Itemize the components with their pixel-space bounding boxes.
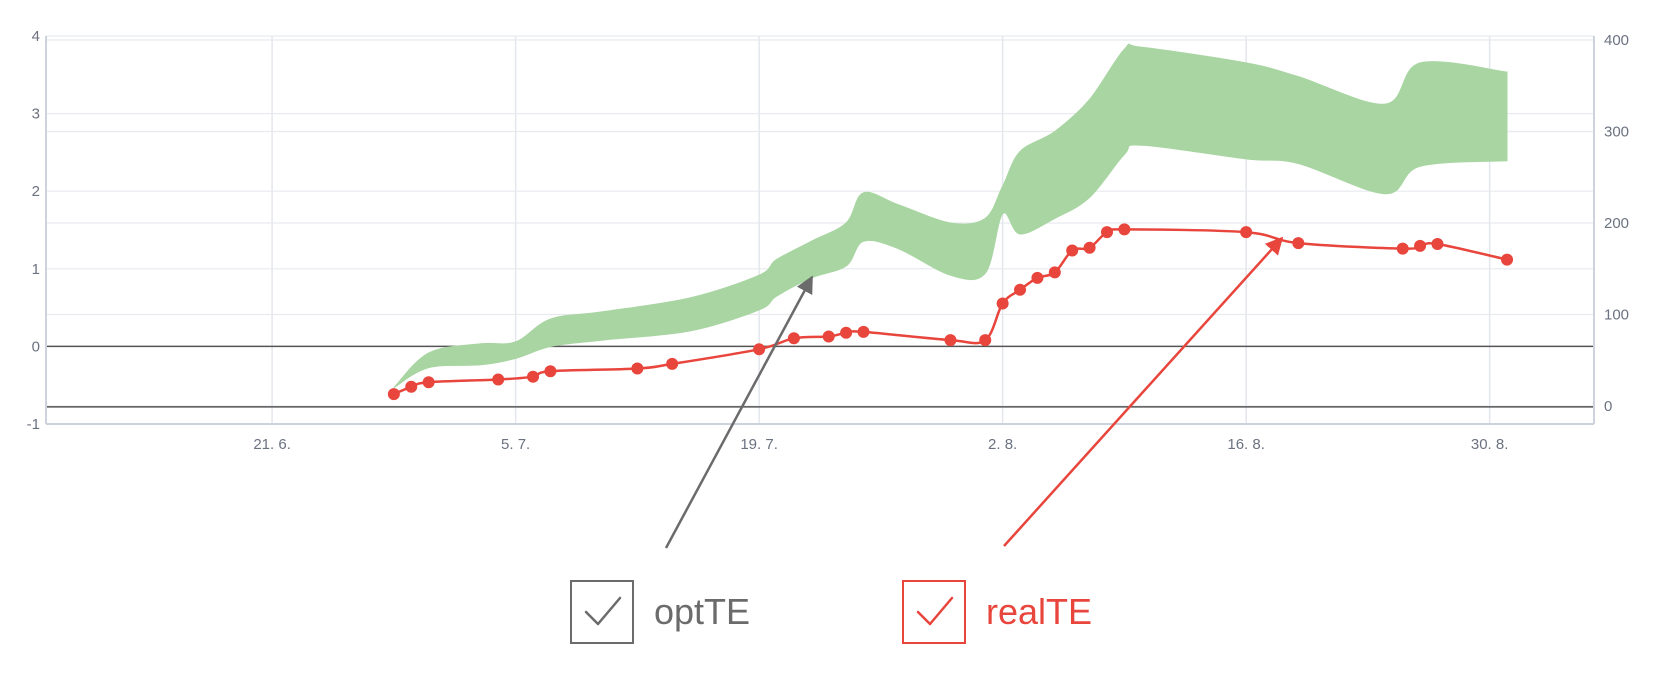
opt-te-checkbox[interactable]	[570, 580, 634, 644]
checkmark-icon	[916, 596, 954, 626]
y-left-tick-label: 4	[32, 28, 40, 45]
x-tick-label: 5. 7.	[501, 436, 530, 453]
real-te-point	[1414, 239, 1427, 252]
y-right-tick-label: 300	[1604, 124, 1629, 141]
real-te-points	[387, 223, 1514, 401]
y-left-tick-label: 2	[32, 183, 40, 200]
real-te-checkbox[interactable]	[902, 580, 966, 644]
real-te-point	[405, 380, 418, 393]
opt-te-label: optTE	[654, 591, 751, 632]
annotation-arrows	[664, 236, 1284, 549]
x-tick-label: 21. 6.	[253, 436, 291, 453]
real-te-point	[1048, 266, 1061, 279]
axes	[45, 36, 1595, 425]
real-te-point	[631, 362, 644, 375]
real-te-point	[1031, 271, 1044, 284]
opt-te-range-area	[393, 43, 1508, 389]
y-left-tick-label: 0	[32, 338, 40, 355]
y-right-tick-label: 100	[1604, 307, 1629, 324]
legend-item-opt-te[interactable]: optTE	[570, 578, 750, 646]
real-te-point	[1292, 237, 1305, 250]
checkmark-icon	[584, 596, 622, 626]
real-te-point	[1118, 223, 1131, 236]
real-te-point	[857, 325, 870, 338]
y-right-tick-label: 0	[1604, 398, 1612, 415]
real-te-point	[840, 326, 853, 339]
y-left-tick-label: -1	[27, 416, 40, 433]
real-te-point	[996, 297, 1009, 310]
y-left-tick-label: 3	[32, 106, 40, 123]
real-te-point	[1083, 241, 1096, 254]
real-te-point	[1501, 253, 1514, 266]
arrow-to-real-te	[1003, 236, 1284, 547]
real-te-point	[387, 388, 400, 401]
real-te-point	[544, 365, 557, 378]
opt-te-area	[393, 43, 1508, 389]
x-tick-label: 2. 8.	[988, 436, 1017, 453]
real-te-point	[666, 357, 679, 370]
real-te-label: realTE	[986, 591, 1093, 632]
real-te-point	[753, 343, 766, 356]
x-tick-label: 19. 7.	[740, 436, 778, 453]
y-left-tick-label: 1	[32, 261, 40, 278]
arrow-to-opt-te	[664, 275, 814, 549]
reference-lines	[46, 345, 1594, 408]
real-te-point	[1431, 238, 1444, 251]
grid	[46, 35, 1594, 425]
real-te-point	[822, 330, 835, 343]
real-te-point	[1240, 226, 1253, 239]
real-te-point	[787, 332, 800, 345]
y-right-tick-label: 200	[1604, 215, 1629, 232]
real-te-point	[944, 334, 957, 347]
real-te-point	[1100, 226, 1113, 239]
real-te-point	[492, 373, 505, 386]
legend-item-real-te[interactable]: realTE	[902, 578, 1092, 646]
real-te-point	[979, 334, 992, 347]
real-te-point	[1066, 244, 1079, 257]
x-tick-label: 30. 8.	[1471, 436, 1509, 453]
real-te-point	[527, 370, 540, 383]
real-te-point	[422, 376, 435, 389]
tick-labels: 21. 6. 5. 7. 19. 7. 2. 8. 16. 8. 30. 8. -1 0 1 2 3…	[27, 28, 1629, 453]
real-te-point	[1014, 283, 1027, 296]
x-tick-label: 16. 8.	[1227, 436, 1265, 453]
y-right-tick-label: 400	[1604, 32, 1629, 49]
real-te-point	[1396, 242, 1409, 255]
